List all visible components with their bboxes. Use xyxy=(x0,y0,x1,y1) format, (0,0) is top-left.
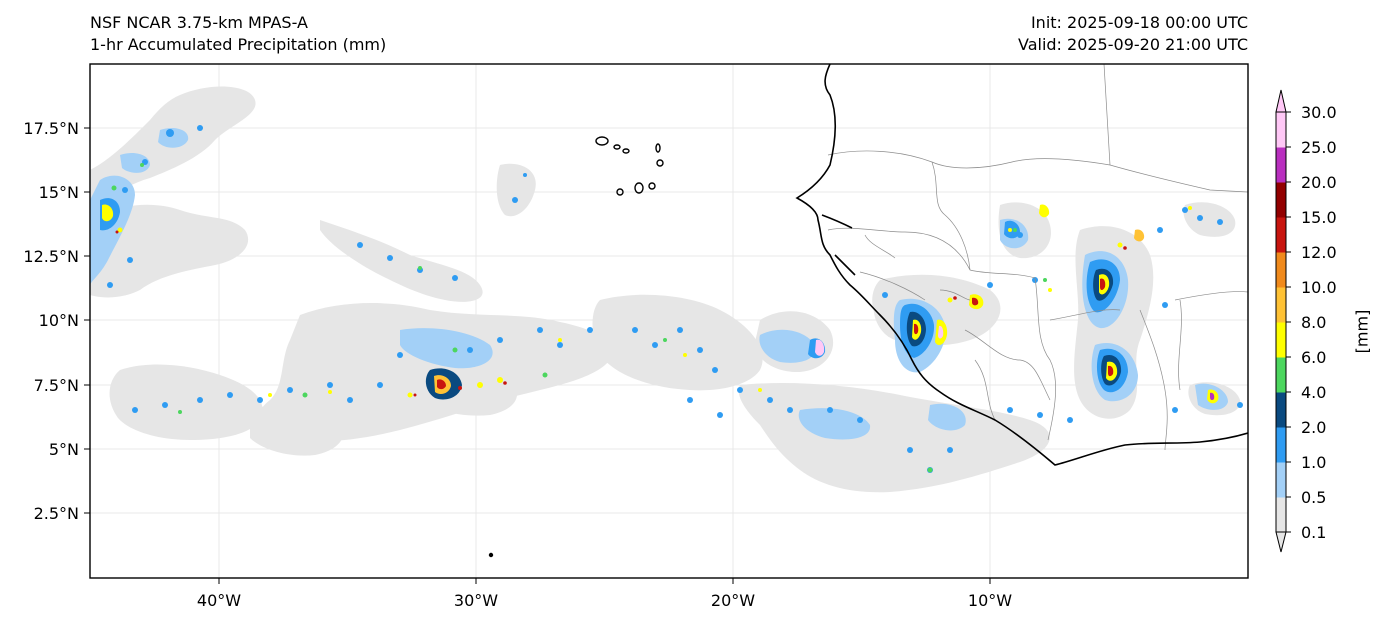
map-layers xyxy=(90,64,1248,578)
lat-label-15: 15°N xyxy=(39,183,79,202)
colorbar-segment xyxy=(1276,252,1286,288)
model-title: NSF NCAR 3.75-km MPAS-A xyxy=(90,13,308,32)
init-time: Init: 2025-09-18 00:00 UTC xyxy=(1030,13,1248,32)
colorbar-segment xyxy=(1276,322,1286,358)
colorbar-min-extend xyxy=(1275,531,1287,553)
colorbar-unit-label: [mm] xyxy=(1352,309,1372,354)
map-frame xyxy=(89,63,1249,579)
colorbar-segment xyxy=(1276,392,1286,428)
cape-verde-islands xyxy=(488,136,664,558)
lat-labels: 17.5°N 15°N 12.5°N 10°N 7.5°N 5°N 2.5°N xyxy=(23,119,79,523)
colorbar-segment xyxy=(1276,287,1286,323)
lat-label-7-5: 7.5°N xyxy=(34,376,79,395)
colorbar-segment xyxy=(1276,112,1286,148)
title-left: NSF NCAR 3.75-km MPAS-A 1-hr Accumulated… xyxy=(90,12,386,56)
colorbar-tick-label: 30.0 xyxy=(1301,103,1337,122)
colorbar-tick-label: 25.0 xyxy=(1301,138,1337,157)
precip-light-areas xyxy=(90,86,1241,493)
colorbar-segment xyxy=(1276,147,1286,183)
colorbar-tick-label: 0.1 xyxy=(1301,523,1326,542)
valid-time: Valid: 2025-09-20 21:00 UTC xyxy=(1017,35,1248,54)
colorbar-segment xyxy=(1276,462,1286,498)
colorbar-tick-label: 8.0 xyxy=(1301,313,1326,332)
colorbar: 0.1 0.5 1.0 2.0 4.0 6.0 8.0 10.0 12.0 15.0 20.0 25.… xyxy=(1275,89,1337,553)
colorbar-segment xyxy=(1276,217,1286,253)
field-title: 1-hr Accumulated Precipitation (mm) xyxy=(90,35,387,54)
country-borders xyxy=(827,64,1248,451)
lon-label-40w: 40°W xyxy=(197,591,241,610)
axis-ticks xyxy=(84,127,991,584)
coastline xyxy=(795,64,1248,466)
colorbar-tick-label: 20.0 xyxy=(1301,173,1337,192)
colorbar-segment xyxy=(1276,182,1286,218)
colorbar-tick-label: 10.0 xyxy=(1301,278,1337,297)
colorbar-tick-label: 1.0 xyxy=(1301,453,1326,472)
colorbar-segment xyxy=(1276,427,1286,463)
colorbar-tick-label: 15.0 xyxy=(1301,208,1337,227)
precip-lightblue-areas xyxy=(90,128,1228,440)
precip-scattered-cells xyxy=(107,125,1243,473)
colorbar-segment xyxy=(1276,357,1286,393)
lat-label-5: 5°N xyxy=(49,440,79,459)
title-right: Init: 2025-09-18 00:00 UTC Valid: 2025-0… xyxy=(1018,12,1248,56)
colorbar-segment xyxy=(1276,497,1286,533)
colorbar-tick-label: 4.0 xyxy=(1301,383,1326,402)
lon-label-10w: 10°W xyxy=(968,591,1012,610)
lat-label-10: 10°N xyxy=(39,311,79,330)
colorbar-tick-label: 12.0 xyxy=(1301,243,1337,262)
colorbar-tick-label: 6.0 xyxy=(1301,348,1326,367)
colorbar-tick-label: 2.0 xyxy=(1301,418,1326,437)
lon-label-20w: 20°W xyxy=(711,591,755,610)
colorbar-max-extend xyxy=(1275,89,1287,113)
precip-intense-cores xyxy=(102,204,1219,404)
lat-label-2-5: 2.5°N xyxy=(34,504,79,523)
lat-label-12-5: 12.5°N xyxy=(23,247,79,266)
lat-label-17-5: 17.5°N xyxy=(23,119,79,138)
lon-label-30w: 30°W xyxy=(454,591,498,610)
colorbar-tick-label: 0.5 xyxy=(1301,488,1326,507)
lon-labels: 40°W 30°W 20°W 10°W xyxy=(197,591,1012,610)
